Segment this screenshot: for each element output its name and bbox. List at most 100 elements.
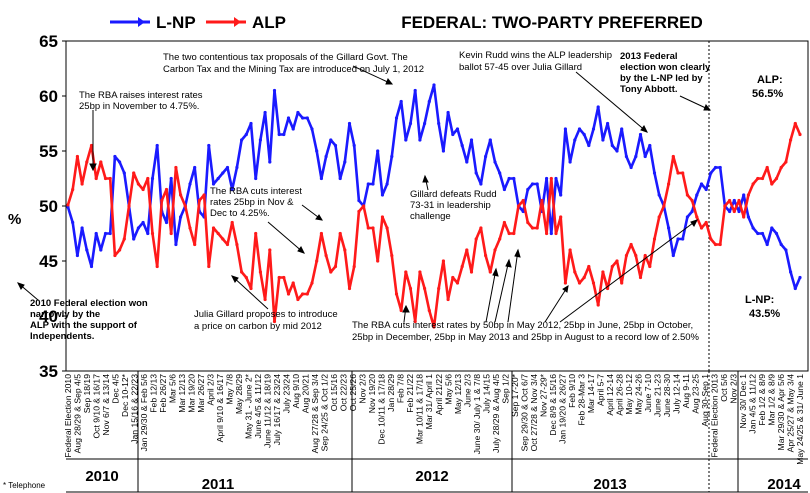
x-tick-label: Sep 18/19 [82,374,92,413]
data-point [329,270,333,274]
data-point [502,187,506,192]
data-point [155,143,159,148]
data-point [507,231,511,236]
data-point [315,149,319,153]
data-point [427,308,431,313]
data-point [89,264,94,269]
x-tick-label: June 11/12 & 18/19 [263,374,273,448]
data-point [249,121,253,126]
pointer-carbon-proposal [231,275,269,310]
y-axis-label: % [8,211,21,228]
data-point [99,160,103,164]
data-point [272,319,277,324]
data-point [118,248,122,252]
pointer-rba-cuts-2011-a-head [297,246,305,254]
x-tick-label: Nov 6/7 & 13/14 [101,374,111,436]
data-point [376,149,380,153]
data-point [207,143,211,148]
data-point [385,182,389,186]
data-point [291,281,295,285]
data-point [479,226,483,230]
data-point [634,253,638,258]
x-tick-label: May 5/6 [443,374,453,405]
data-point [385,226,389,230]
x-tick-label: June 7-10 [643,374,653,412]
x-tick-label: June 28-30 [662,374,672,417]
data-point [779,242,783,247]
pointer-carbon-proposal-head [231,275,239,283]
data-point [390,253,394,258]
data-point [441,259,445,263]
x-tick-label: Mar 31/ April 1 [424,374,434,430]
data-point [652,237,657,241]
data-point [469,138,474,142]
data-point [319,176,323,181]
x-tick-label: Dec 8/9 & 15/16 [548,374,558,436]
data-point [573,270,577,274]
data-point [277,132,281,137]
x-tick-label: Oct 22/23 [339,374,349,411]
data-point [263,110,267,115]
data-point [305,292,309,296]
data-point [516,204,521,208]
data-point [573,138,577,142]
chart-title: FEDERAL: TWO-PARTY PREFERRED [401,13,703,32]
x-tick-label: Mar 5/6 [168,374,178,403]
data-point [474,237,478,241]
x-tick-label: Mar 12/13 [177,374,187,413]
data-point [549,176,553,181]
x-tick-label: Dec 10-12* [120,373,130,417]
data-point [155,264,159,269]
data-point [103,176,108,181]
data-point [122,237,126,241]
data-point [404,270,408,274]
data-point [488,270,492,274]
data-point [709,171,713,175]
data-point [671,154,675,159]
data-point [136,226,140,230]
data-point [150,231,155,236]
data-point [732,209,736,214]
data-point [512,176,516,181]
x-tick-label: May 31 - June 2* [244,373,254,439]
data-point [638,275,643,280]
data-point [66,205,70,209]
x-tick-label: Aug 9-11 [681,374,691,408]
data-point [620,127,624,131]
annotation-rudd-wins: Kevin Rudd wins the ALP leadership ballot… [459,50,612,73]
data-point [648,143,652,148]
data-point [545,231,549,236]
annotation-pointers [17,65,712,323]
x-tick-label: Feb 26/27 [158,374,168,413]
data-point [282,275,286,280]
data-point [362,204,366,208]
series-lines [66,83,802,329]
data-point [624,154,629,159]
x-tick-label: April 9/10 & 16/17 [215,374,225,443]
year-label-2010: 2010 [85,468,118,485]
data-point [225,165,230,170]
x-tick-label: June 2/3 [462,374,472,407]
data-point [408,121,413,126]
data-point [648,264,652,269]
data-point [89,143,94,148]
data-point [446,110,450,115]
pointer-rba-2012-6 [559,219,698,323]
data-point [202,193,206,197]
x-tick-label: Feb 12/13 [149,374,159,413]
data-point [394,292,399,296]
pointer-gillard-defeats-head [422,174,429,183]
data-point [413,88,417,93]
x-tick-label: Feb 28-Mar 3 [576,374,586,426]
x-tick-label: Dec 10/11 & 17/18 [377,374,387,445]
data-point [66,203,70,207]
data-point [277,275,281,280]
data-point [179,193,183,197]
data-point [615,259,619,263]
y-tick-label: 35 [39,362,58,381]
x-tick-label: Oct 9/10 & 16/17 [92,374,102,439]
data-point [282,132,286,137]
data-point [484,253,488,258]
data-point [305,116,309,120]
data-point [408,286,413,291]
